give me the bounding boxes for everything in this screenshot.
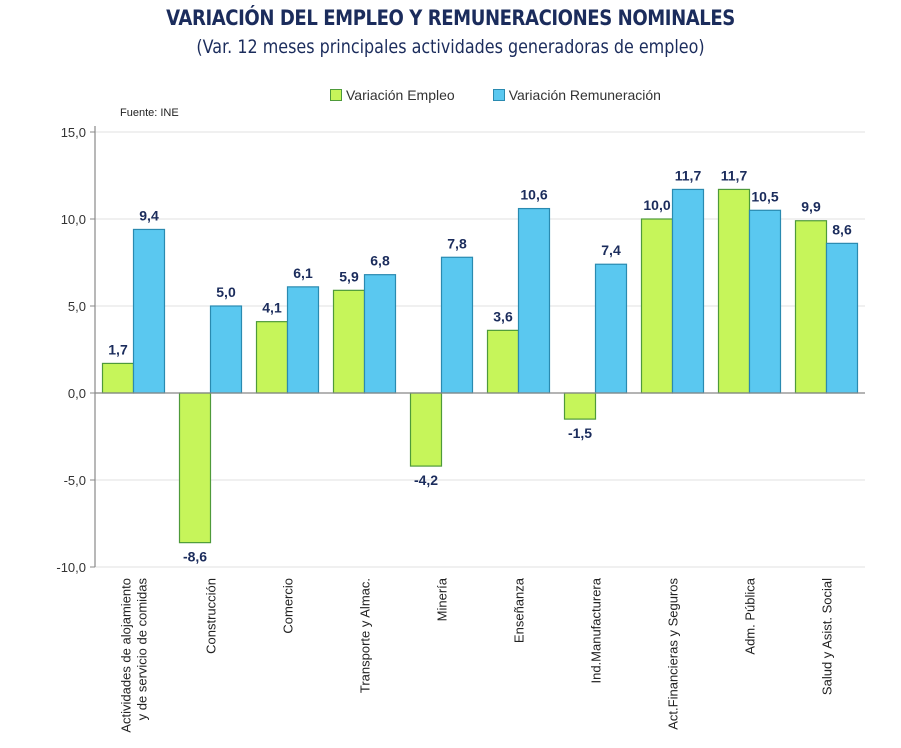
bar-remuneracion [286, 286, 320, 394]
data-label-remuneracion: 9,4 [139, 207, 159, 223]
data-label-remuneracion: 8,6 [832, 221, 852, 237]
data-label-empleo: -1,5 [568, 425, 592, 441]
bar-empleo [255, 321, 289, 394]
data-label-remuneracion: 6,8 [370, 253, 390, 269]
bar-remuneracion [748, 209, 782, 394]
y-tick-label: 15,0 [61, 125, 86, 140]
bar-remuneracion [440, 256, 474, 394]
x-tick-label: Enseñanza [512, 577, 527, 643]
bar-empleo [563, 392, 597, 420]
bar-empleo [794, 220, 828, 394]
data-label-empleo: 1,7 [108, 341, 128, 357]
y-tick-label: 10,0 [61, 212, 86, 227]
legend-label-remuneracion: Variación Remuneración [508, 87, 661, 103]
data-label-empleo: 10,0 [643, 197, 670, 213]
source-note: Fuente: INE [120, 107, 179, 119]
data-label-remuneracion: 10,5 [751, 188, 778, 204]
bar-remuneracion [594, 263, 628, 394]
bar-empleo [409, 392, 443, 467]
bar-empleo [717, 188, 751, 394]
bar-empleo [486, 329, 520, 394]
y-tick-label: -5,0 [64, 473, 86, 488]
data-label-empleo: -8,6 [183, 549, 207, 565]
bar-remuneracion [517, 207, 551, 394]
x-tick-label: Construcción [204, 578, 219, 654]
bar-remuneracion [671, 188, 705, 394]
bar-remuneracion [132, 228, 166, 394]
legend-label-empleo: Variación Empleo [346, 87, 455, 103]
data-label-empleo: 5,9 [339, 268, 359, 284]
data-label-remuneracion: 6,1 [293, 265, 313, 281]
x-tick-label: Salud y Asist. Social [820, 578, 835, 695]
chart-title: VARIACIÓN DEL EMPLEO Y REMUNERACIONES NO… [166, 6, 735, 30]
bar-empleo [101, 362, 135, 394]
data-label-remuneracion: 11,7 [675, 167, 702, 183]
y-tick-label: 5,0 [68, 299, 86, 314]
legend-swatch-remuneracion [492, 89, 505, 101]
x-tick-label: y de servicio de comidas [135, 578, 150, 721]
legend-item-empleo: Variación Empleo [330, 87, 455, 103]
x-tick-label: Minería [435, 577, 450, 621]
legend-item-remuneracion: Variación Remuneración [492, 87, 661, 103]
x-tick-label: Comercio [281, 578, 296, 634]
legend: Variación Empleo Variación Remuneración [330, 87, 661, 103]
data-label-empleo: -4,2 [414, 472, 438, 488]
bar-remuneracion [363, 274, 397, 394]
y-tick-label: -10,0 [56, 560, 86, 575]
data-label-empleo: 11,7 [721, 167, 748, 183]
x-tick-label: Act.Financieras y Seguros [666, 578, 681, 730]
chart-subtitle: (Var. 12 meses principales actividades g… [196, 36, 705, 58]
data-label-remuneracion: 5,0 [216, 284, 236, 300]
data-label-remuneracion: 7,8 [447, 235, 467, 251]
bar-empleo [178, 392, 212, 544]
x-tick-label: Ind.Manufacturera [589, 577, 604, 683]
x-tick-label: Transporte y Almac. [358, 578, 373, 693]
x-tick-label: Actividades de alojamiento [119, 578, 134, 733]
x-tick-label: Adm. Pública [743, 577, 758, 654]
data-label-remuneracion: 7,4 [601, 242, 621, 258]
bar-empleo [640, 218, 674, 394]
bar-remuneracion [209, 305, 243, 394]
data-label-empleo: 3,6 [493, 308, 513, 324]
y-tick-label: 0,0 [68, 386, 86, 401]
data-label-remuneracion: 10,6 [520, 187, 547, 203]
data-label-empleo: 4,1 [262, 300, 282, 316]
data-label-empleo: 9,9 [801, 199, 821, 215]
legend-swatch-empleo [330, 89, 342, 101]
bar-empleo [332, 289, 366, 394]
bar-remuneracion [825, 242, 859, 394]
